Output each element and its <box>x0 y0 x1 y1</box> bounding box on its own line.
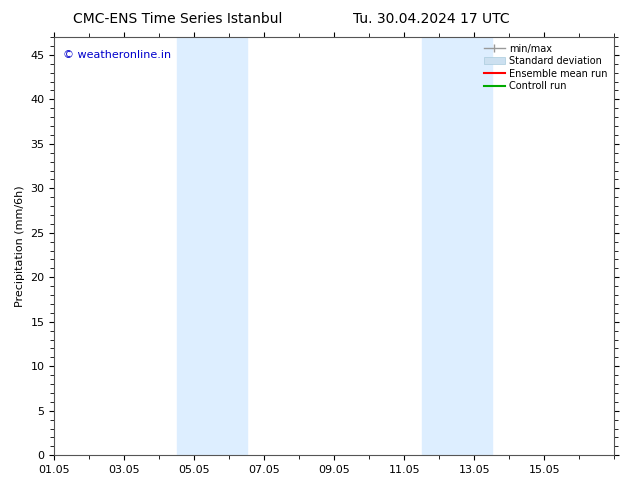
Text: © weatheronline.in: © weatheronline.in <box>63 49 171 60</box>
Bar <box>177 37 247 455</box>
Legend: min/max, Standard deviation, Ensemble mean run, Controll run: min/max, Standard deviation, Ensemble me… <box>482 42 609 93</box>
Text: CMC-ENS Time Series Istanbul: CMC-ENS Time Series Istanbul <box>73 12 282 26</box>
Y-axis label: Precipitation (mm/6h): Precipitation (mm/6h) <box>15 185 25 307</box>
Bar <box>422 37 492 455</box>
Text: Tu. 30.04.2024 17 UTC: Tu. 30.04.2024 17 UTC <box>353 12 510 26</box>
